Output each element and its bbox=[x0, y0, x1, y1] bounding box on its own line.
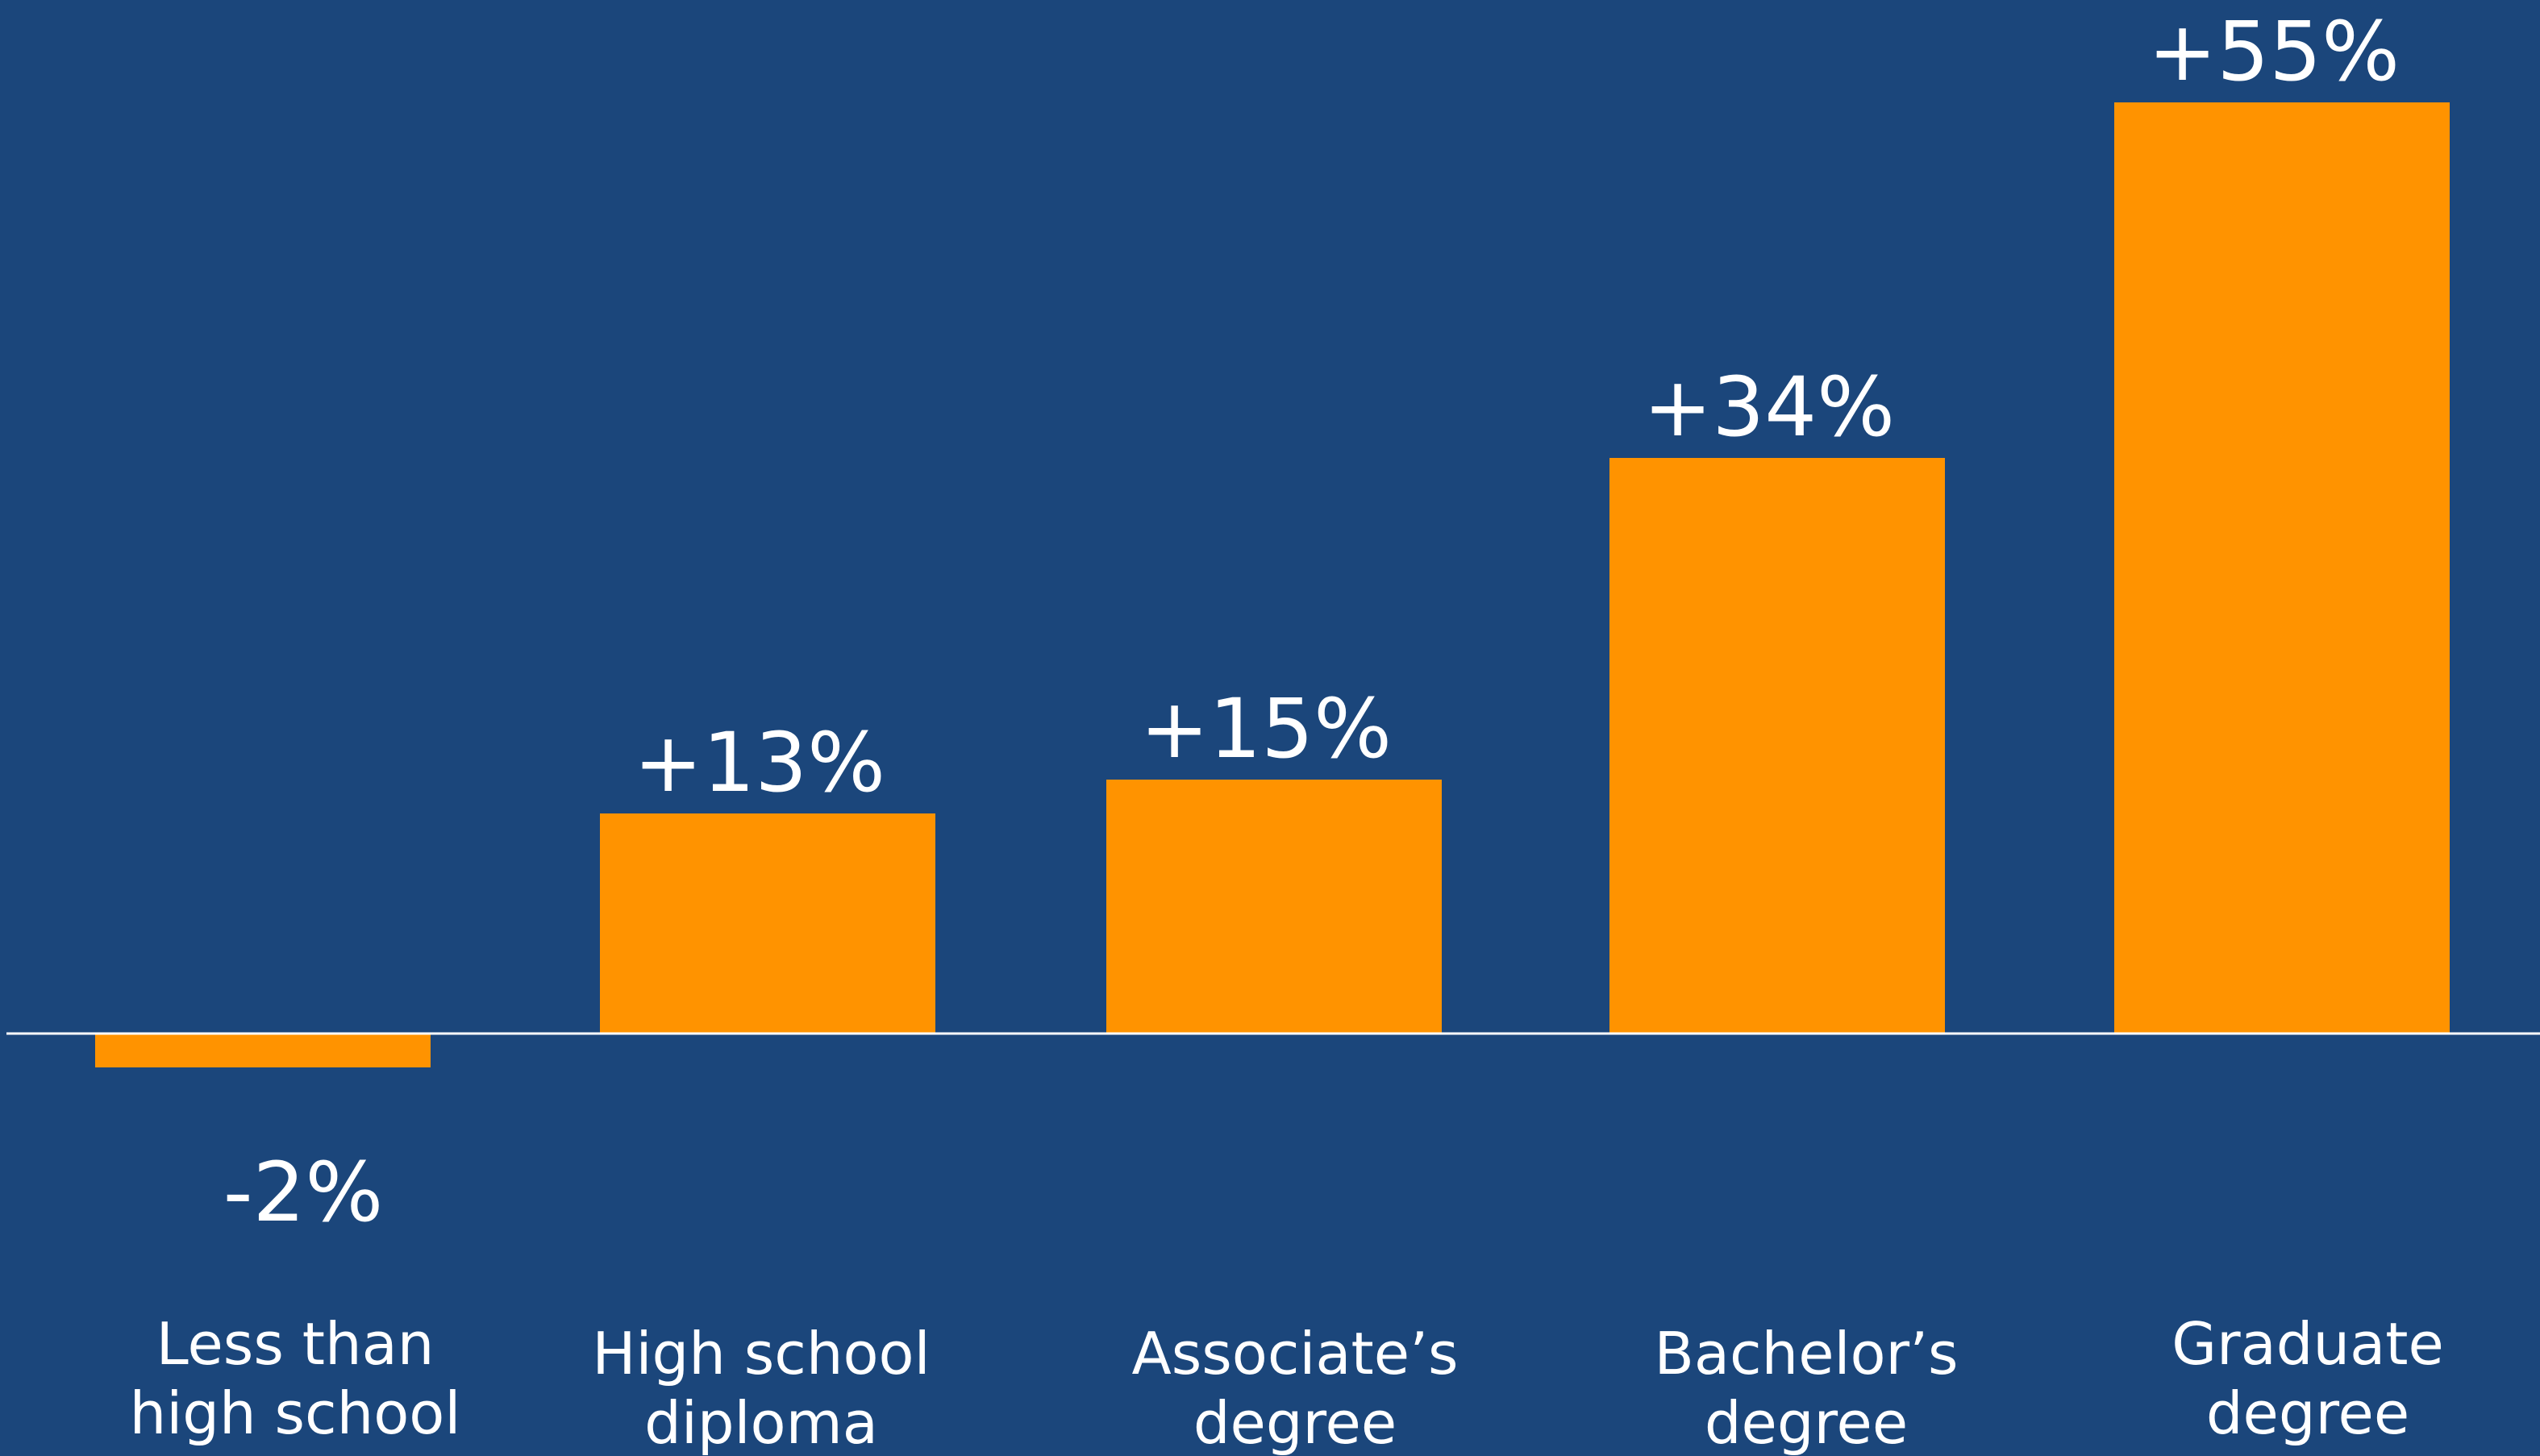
category-label-1: High school diploma bbox=[592, 1320, 930, 1456]
category-label-4-line-0: Graduate bbox=[2171, 1310, 2444, 1378]
bar-4 bbox=[2114, 102, 2450, 1034]
category-label-0-line-0: Less than bbox=[156, 1310, 435, 1378]
category-label-0: Less than high school bbox=[130, 1310, 461, 1447]
category-label-3: Bachelor’s degree bbox=[1654, 1320, 1958, 1456]
value-label-1: +13% bbox=[634, 715, 885, 811]
bar-0 bbox=[95, 1034, 431, 1067]
category-labels-layer: Less than high school High school diploma As… bbox=[130, 1310, 2444, 1456]
bar-1 bbox=[600, 813, 935, 1034]
category-label-3-line-1: degree bbox=[1705, 1389, 1908, 1456]
category-label-2-line-1: degree bbox=[1193, 1389, 1397, 1456]
bar-2 bbox=[1106, 780, 1442, 1034]
category-label-4-line-1: degree bbox=[2206, 1379, 2409, 1447]
category-label-1-line-1: diploma bbox=[644, 1389, 878, 1456]
category-label-0-line-1: high school bbox=[130, 1379, 461, 1447]
bar-3 bbox=[1609, 458, 1945, 1034]
category-label-1-line-0: High school bbox=[592, 1320, 930, 1387]
value-label-3: +34% bbox=[1643, 360, 1895, 456]
value-label-2: +15% bbox=[1140, 681, 1392, 777]
category-label-2-line-0: Associate’s bbox=[1132, 1320, 1459, 1387]
bars-layer bbox=[95, 102, 2450, 1067]
value-label-4: +55% bbox=[2148, 4, 2400, 100]
category-label-4: Graduate degree bbox=[2171, 1310, 2444, 1447]
value-labels-layer: -2% +13% +15% +34% +55% bbox=[223, 4, 2400, 1241]
category-label-3-line-0: Bachelor’s bbox=[1654, 1320, 1958, 1387]
value-label-0: -2% bbox=[223, 1145, 384, 1241]
category-label-2: Associate’s degree bbox=[1132, 1320, 1459, 1456]
